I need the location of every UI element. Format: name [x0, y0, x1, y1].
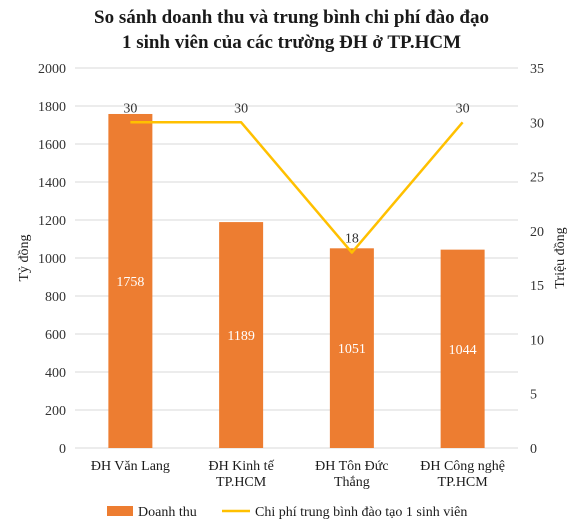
y2-tick-label: 15: [530, 279, 544, 294]
y-tick-label: 600: [45, 328, 66, 343]
bar-doanh-thu: [108, 113, 153, 448]
chart-title-line-2: 1 sinh viên của các trường ĐH ở TP.HCM: [122, 32, 461, 53]
y2-tick-label: 0: [530, 442, 537, 457]
line-data-label: 30: [123, 101, 137, 116]
line-data-label: 18: [345, 232, 359, 247]
y2-tick-label: 35: [530, 62, 544, 77]
bar-data-label: 1044: [449, 343, 477, 358]
y-tick-label: 1600: [38, 138, 66, 153]
line-data-label: 30: [456, 101, 470, 116]
legend-label-chi-phi: Chi phí trung bình đào tạo 1 sinh viên: [255, 505, 467, 520]
bar-doanh-thu: [440, 249, 485, 448]
y-tick-label: 1200: [38, 214, 66, 229]
axes: 0 200 400 600 800 1000 1200 1400 1600 1800 2000 0 5 1…: [38, 62, 544, 490]
category-label: TP.HCM: [438, 475, 489, 490]
y-tick-label: 0: [59, 442, 66, 457]
y2-tick-label: 10: [530, 333, 544, 348]
line-chi-phi: [130, 121, 464, 254]
y2-tick-label: 20: [530, 225, 544, 240]
y-tick-label: 1400: [38, 176, 66, 191]
bar-data-label: 1051: [338, 342, 366, 357]
category-label: ĐH Công nghệ: [420, 459, 505, 474]
category-label: TP.HCM: [216, 475, 267, 490]
y2-tick-label: 25: [530, 171, 544, 186]
bar-data-label: 1189: [227, 329, 254, 344]
y-tick-label: 400: [45, 366, 66, 381]
category-label: ĐH Văn Lang: [91, 459, 170, 474]
bar-doanh-thu: [219, 222, 264, 448]
category-label: ĐH Kinh tế: [208, 459, 274, 474]
y2-axis-title: Triệu đồng: [553, 227, 568, 288]
y-tick-label: 800: [45, 290, 66, 305]
legend: Doanh thu Chi phí trung bình đào tạo 1 si…: [107, 505, 467, 520]
legend-label-doanh-thu: Doanh thu: [138, 505, 197, 520]
y2-tick-label: 30: [530, 116, 544, 131]
line-data-label: 30: [234, 101, 248, 116]
category-label: Thắng: [334, 475, 370, 490]
y-tick-label: 1000: [38, 252, 66, 267]
line-series: 30 30 18 30: [123, 101, 470, 254]
bar-data-label: 1758: [116, 275, 144, 290]
category-label: ĐH Tôn Đức: [315, 459, 388, 474]
bar-series: 1758 1189 1051 1044: [108, 113, 485, 448]
legend-swatch-doanh-thu: [107, 506, 133, 516]
chart-title-line-1: So sánh doanh thu và trung bình chi phí …: [94, 7, 489, 28]
y-tick-label: 1800: [38, 100, 66, 115]
y-tick-label: 200: [45, 404, 66, 419]
y-tick-label: 2000: [38, 62, 66, 77]
y-axis-title: Tỷ đồng: [17, 234, 32, 281]
y2-tick-label: 5: [530, 388, 537, 403]
bar-doanh-thu: [329, 248, 374, 448]
